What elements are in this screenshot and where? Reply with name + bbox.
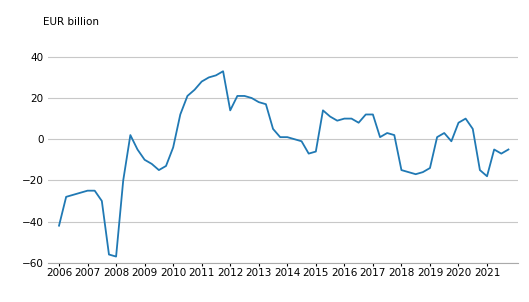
Text: EUR billion: EUR billion bbox=[43, 17, 99, 27]
